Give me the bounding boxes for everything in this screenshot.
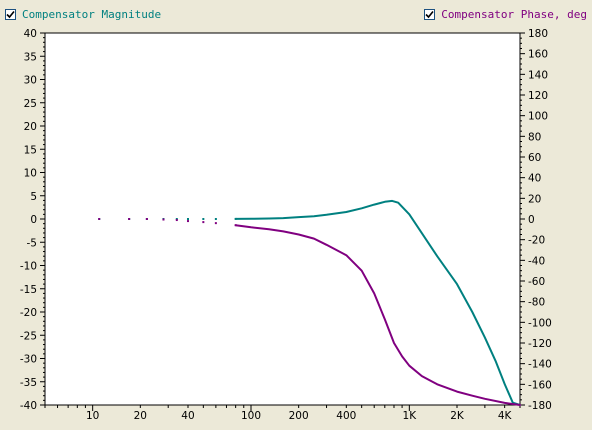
left-tick-label: 20 — [24, 121, 37, 133]
phase-point — [162, 219, 164, 221]
right-tick-label: 0 — [528, 214, 535, 226]
right-tick-label: 60 — [528, 152, 541, 164]
right-tick-label: -20 — [528, 235, 545, 247]
right-tick-label: 40 — [528, 173, 541, 185]
x-tick-label: 200 — [289, 410, 309, 422]
x-tick-label: 2K — [450, 410, 465, 422]
x-tick-label: 40 — [181, 410, 194, 422]
x-axis: 10 20 40 100 200 400 1K 2K 4K — [45, 405, 520, 422]
left-tick-label: -5 — [27, 237, 37, 249]
left-tick-label: 30 — [24, 75, 37, 87]
phase-point — [215, 222, 217, 224]
right-tick-label: -80 — [528, 297, 545, 309]
left-tick-label: 40 — [24, 28, 37, 40]
right-tick-label: -100 — [528, 317, 552, 329]
left-tick-label: -30 — [20, 354, 37, 366]
magnitude-point — [202, 218, 204, 220]
magnitude-point — [187, 218, 189, 220]
x-tick-label: 20 — [134, 410, 147, 422]
left-tick-label: -20 — [20, 307, 37, 319]
right-tick-label: 160 — [528, 49, 548, 61]
right-tick-label: 180 — [528, 28, 548, 40]
right-tick-label: -140 — [528, 359, 552, 371]
phase-point — [98, 218, 100, 220]
right-tick-label: -180 — [528, 400, 552, 412]
left-y-axis: 40 35 30 25 20 15 10 5 0 -5 -10 -15 -20 -25 -30 -35 -40 — [20, 28, 45, 412]
left-tick-label: -10 — [20, 261, 37, 273]
right-tick-label: -40 — [528, 255, 545, 267]
right-y-axis: 180 160 140 120 100 80 60 40 20 0 -20 -40 -60 -80 -100… — [520, 28, 552, 412]
x-tick-label: 4K — [498, 410, 513, 422]
left-tick-label: -15 — [20, 284, 37, 296]
magnitude-point — [215, 218, 217, 220]
right-tick-label: 100 — [528, 111, 548, 123]
x-tick-label: 400 — [336, 410, 356, 422]
right-tick-label: -160 — [528, 379, 552, 391]
left-tick-label: 35 — [24, 51, 37, 63]
left-tick-label: 0 — [30, 214, 37, 226]
right-tick-label: 80 — [528, 131, 541, 143]
left-tick-label: 15 — [24, 144, 37, 156]
left-tick-label: 25 — [24, 98, 37, 110]
right-tick-label: -120 — [528, 338, 552, 350]
right-tick-label: 140 — [528, 69, 548, 81]
phase-point — [202, 221, 204, 223]
x-tick-label: 1K — [403, 410, 418, 422]
left-tick-label: 5 — [30, 191, 37, 203]
phase-point — [176, 219, 178, 221]
left-tick-label: 10 — [24, 168, 37, 180]
right-tick-label: 120 — [528, 90, 548, 102]
right-tick-label: -60 — [528, 276, 545, 288]
left-tick-label: -35 — [20, 377, 37, 389]
x-tick-label: 100 — [241, 410, 261, 422]
left-tick-label: -25 — [20, 330, 37, 342]
phase-point — [128, 218, 130, 220]
phase-point — [146, 218, 148, 220]
left-tick-label: -40 — [20, 400, 37, 412]
right-tick-label: 20 — [528, 193, 541, 205]
phase-point — [187, 220, 189, 222]
x-tick-label: 10 — [86, 410, 99, 422]
